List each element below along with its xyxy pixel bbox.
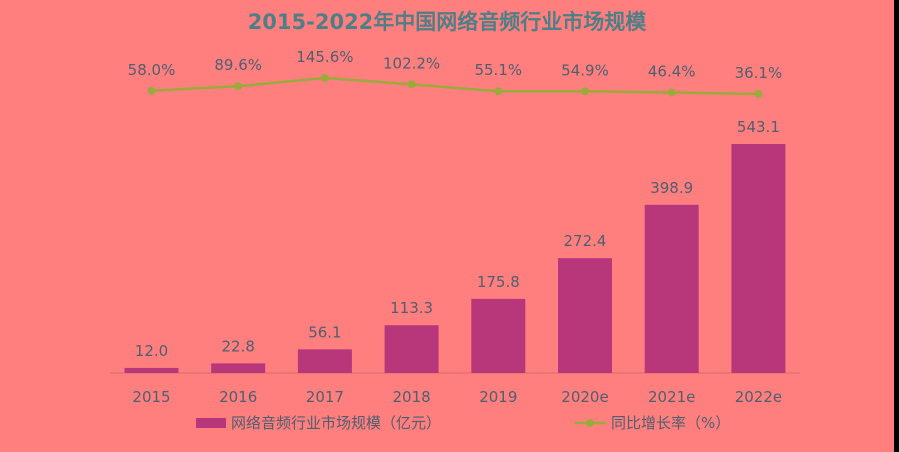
- growth-point-2022e: [754, 90, 763, 98]
- growth-label-2016: 89.6%: [214, 56, 262, 74]
- x-tick-2020e: 2020e: [561, 388, 608, 406]
- growth-label-2020e: 54.9%: [561, 61, 609, 79]
- bar-2015: [124, 367, 179, 373]
- growth-label-2018: 102.2%: [383, 54, 440, 72]
- growth-label-2021e: 46.4%: [648, 62, 696, 80]
- bar-value-label-2021e: 398.9: [650, 179, 693, 197]
- bar-value-label-2022e: 543.1: [737, 118, 780, 136]
- x-tick-2021e: 2021e: [648, 388, 695, 406]
- chart-title: 2015-2022年中国网络音频行业市场规模: [248, 10, 648, 34]
- legend-line-marker: [586, 419, 594, 427]
- growth-label-2022e: 36.1%: [735, 64, 783, 82]
- bar-value-label-2019: 175.8: [477, 273, 520, 291]
- growth-rate-line: [151, 76, 759, 96]
- bar-value-label-2015: 12.0: [135, 342, 168, 360]
- bar-value-label-2017: 56.1: [308, 323, 341, 341]
- bar-2022e: [731, 144, 786, 373]
- growth-point-2019: [494, 87, 503, 96]
- growth-point-2020e: [581, 87, 589, 96]
- growth-point-2021e: [667, 88, 676, 97]
- x-tick-2017: 2017: [306, 388, 344, 406]
- x-tick-2015: 2015: [132, 388, 170, 406]
- legend-line-label: 同比增长率（%）: [611, 414, 730, 432]
- bar-value-label-2016: 22.8: [221, 337, 254, 355]
- legend-bar-swatch: [196, 418, 226, 428]
- bar-value-label-2018: 113.3: [390, 299, 433, 317]
- bar-2016: [211, 363, 266, 373]
- bar-value-label-2020e: 272.4: [564, 232, 607, 250]
- legend-bar-label: 网络音频行业市场规模（亿元）: [231, 414, 441, 432]
- growth-point-2017: [320, 74, 329, 82]
- bar-2017: [297, 349, 352, 373]
- x-tick-2018: 2018: [393, 388, 431, 406]
- growth-label-2015: 58.0%: [128, 61, 176, 79]
- x-tick-2019: 2019: [479, 388, 517, 406]
- growth-point-2018: [407, 80, 416, 89]
- growth-label-2019: 55.1%: [474, 61, 522, 79]
- x-tick-2022e: 2022e: [735, 388, 782, 406]
- x-tick-2016: 2016: [219, 388, 257, 406]
- bar-2021e: [644, 204, 699, 373]
- growth-label-2017: 145.6%: [296, 48, 353, 66]
- bar-2019: [471, 298, 526, 373]
- growth-point-2015: [147, 86, 156, 95]
- bar-2018: [384, 325, 439, 373]
- bar-2020e: [558, 258, 612, 373]
- legend: 网络音频行业市场规模（亿元） 同比增长率（%）: [196, 414, 730, 432]
- growth-point-2016: [234, 82, 243, 91]
